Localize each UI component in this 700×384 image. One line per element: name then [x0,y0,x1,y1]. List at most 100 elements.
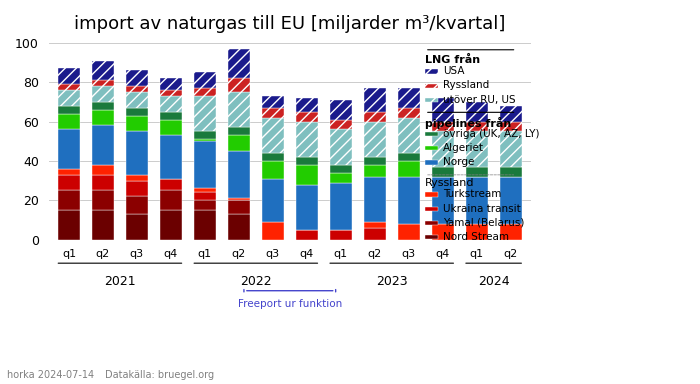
Bar [364,165,386,177]
Bar [500,177,522,224]
Bar [126,116,148,131]
Bar [228,198,250,200]
Bar [194,192,216,200]
FancyBboxPatch shape [425,221,438,225]
Bar [126,70,148,86]
Bar [295,122,318,157]
Bar [466,167,488,177]
Bar [58,175,80,190]
Bar [194,131,216,139]
Bar [262,222,284,240]
Text: Freeport ur funktion: Freeport ur funktion [238,299,342,309]
Bar [58,106,80,114]
Bar [92,210,114,240]
Bar [466,177,488,224]
Text: pipelines från: pipelines från [425,117,511,129]
Bar [58,129,80,169]
Bar [398,118,420,153]
Text: Ryssland: Ryssland [443,81,489,91]
Bar [126,180,148,196]
Text: 2024: 2024 [478,275,510,288]
Text: 2021: 2021 [104,275,136,288]
Bar [58,114,80,129]
Bar [160,96,182,112]
Bar [160,112,182,119]
Bar [364,228,386,240]
Bar [466,102,488,122]
Bar [58,190,80,210]
Bar [92,102,114,110]
Bar [364,88,386,112]
Text: horka 2024-07-14: horka 2024-07-14 [7,370,94,380]
Bar [92,165,114,175]
Bar [160,90,182,96]
Bar [126,214,148,240]
Bar [432,224,454,240]
Text: LNG från: LNG från [425,55,480,65]
Bar [160,190,182,210]
Bar [194,141,216,189]
Bar [228,127,250,135]
Text: Ryssland: Ryssland [425,178,475,188]
Bar [432,177,454,224]
Bar [92,175,114,190]
Bar [398,161,420,177]
Bar [398,177,420,224]
Bar [364,177,386,222]
Bar [398,88,420,108]
Bar [228,92,250,127]
Bar [194,73,216,88]
Text: Ukraina transit: Ukraina transit [443,204,521,214]
Bar [126,175,148,180]
Bar [228,151,250,198]
Bar [262,153,284,161]
Bar [295,98,318,112]
Bar [58,169,80,175]
Bar [330,173,352,182]
Bar [58,84,80,90]
Text: 2022: 2022 [240,275,272,288]
Bar [500,167,522,177]
Bar [126,92,148,108]
Bar [228,200,250,214]
Bar [92,190,114,210]
Text: Norge: Norge [443,157,475,167]
Bar [364,112,386,122]
Bar [160,179,182,190]
Text: Turkstream: Turkstream [443,189,502,199]
Bar [330,100,352,119]
Bar [194,200,216,210]
Bar [126,108,148,116]
Bar [262,118,284,153]
Text: Nord Stream: Nord Stream [443,232,509,242]
Bar [330,230,352,240]
Bar [160,135,182,179]
Bar [126,196,148,214]
Bar [398,108,420,118]
Bar [92,86,114,102]
Bar [126,131,148,175]
Bar [228,78,250,92]
Bar [500,131,522,167]
FancyBboxPatch shape [425,146,438,151]
FancyBboxPatch shape [425,98,438,102]
Bar [92,61,114,80]
Bar [364,122,386,157]
FancyBboxPatch shape [425,83,438,88]
FancyBboxPatch shape [425,192,438,197]
Bar [228,135,250,151]
Bar [432,167,454,177]
Bar [330,182,352,230]
Bar [92,80,114,86]
Text: utöver RU, US: utöver RU, US [443,94,516,104]
Text: Datakälla: bruegel.org: Datakälla: bruegel.org [105,370,214,380]
Bar [398,224,420,240]
FancyBboxPatch shape [425,132,438,136]
Bar [466,224,488,240]
Text: Yamal (Belarus): Yamal (Belarus) [443,218,524,228]
Bar [432,122,454,131]
Bar [330,129,352,165]
Bar [58,210,80,240]
Bar [160,78,182,90]
Bar [160,210,182,240]
